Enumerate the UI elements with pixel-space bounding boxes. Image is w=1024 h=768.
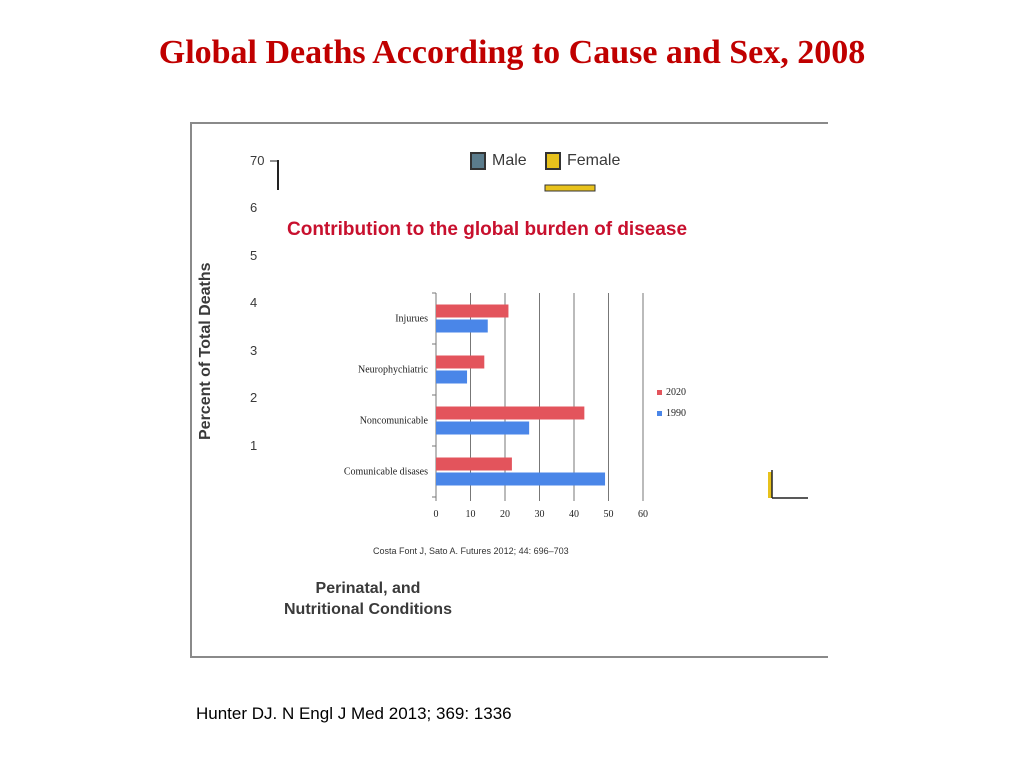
slide-reference: Hunter DJ. N Engl J Med 2013; 369: 1336 [196,704,512,723]
legend-swatch-1990 [657,411,662,416]
category-label: Noncomunicable [360,416,429,427]
background-y-tick: 3 [250,343,258,358]
background-y-tick: 1 [250,438,258,453]
background-y-tick: 5 [250,248,258,263]
background-legend-male: Male [470,152,527,170]
x-tick-label: 50 [604,509,614,520]
female-swatch [545,152,561,170]
bar-1990 [436,472,606,486]
male-label: Male [492,152,527,169]
category-label: Neurophychiatric [358,365,429,376]
male-swatch [470,152,486,170]
x-tick-label: 30 [535,509,545,520]
background-y-tick: 6 [250,200,258,215]
background-female-bar-fragment [768,472,772,498]
bar-2020 [436,355,485,369]
category-label: Comunicable disases [344,467,428,478]
legend-label-2020: 2020 [666,387,686,398]
legend-swatch-2020 [657,390,662,395]
x-tick-label: 60 [638,509,648,520]
chart-title: Contribution to the global burden of dis… [287,219,688,240]
bar-1990 [436,370,468,384]
background-y-tick: 2 [250,390,258,405]
background-y-tick: 70 [250,153,265,168]
chart-citation: Costa Font J, Sato A. Futures 2012; 44: … [373,546,569,556]
background-bottom-label: Perinatal, and Nutritional Conditions [283,578,453,620]
x-tick-label: 40 [569,509,579,520]
slide-title: Global Deaths According to Cause and Sex… [158,34,866,71]
bar-2020 [436,406,585,420]
category-label: Injurues [395,314,428,325]
x-tick-label: 20 [500,509,510,520]
bar-1990 [436,319,488,333]
background-female-bar-fragment [544,184,596,192]
bar-2020 [436,304,509,318]
legend-label-1990: 1990 [666,408,686,419]
bar-1990 [436,421,530,435]
x-tick-label: 10 [466,509,476,520]
background-y-tick: 4 [250,295,258,310]
bar-2020 [436,457,512,471]
female-label: Female [567,152,621,169]
background-legend-female: Female [545,152,620,170]
x-tick-label: 0 [434,509,439,520]
figure-frame [190,122,828,658]
bottom-label-line1: Perinatal, and [315,580,421,597]
bottom-label-line2: Nutritional Conditions [284,601,452,618]
